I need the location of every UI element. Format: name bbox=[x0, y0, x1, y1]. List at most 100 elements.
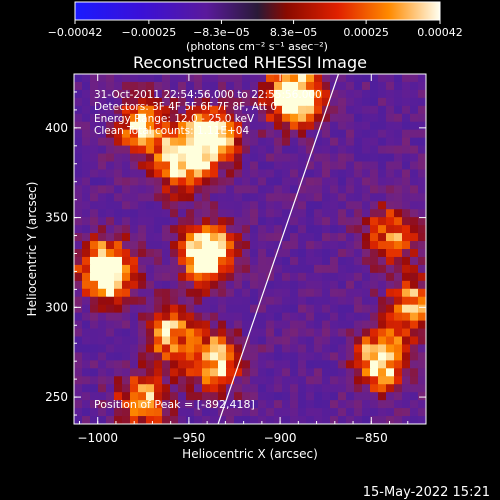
heatmap-cell bbox=[386, 392, 395, 401]
heatmap-cell bbox=[194, 145, 203, 155]
heatmap-cell bbox=[282, 209, 291, 218]
heatmap-cell bbox=[242, 384, 251, 393]
heatmap-cell bbox=[90, 384, 99, 393]
heatmap-cell bbox=[194, 336, 203, 346]
heatmap-cell bbox=[242, 81, 251, 91]
heatmap-cell bbox=[90, 320, 99, 330]
heatmap-cell bbox=[194, 320, 203, 330]
heatmap-cell bbox=[90, 272, 99, 282]
heatmap-cell bbox=[98, 113, 107, 123]
heatmap-cell bbox=[258, 105, 267, 115]
heatmap-cell bbox=[170, 137, 179, 147]
heatmap-cell bbox=[418, 312, 426, 322]
heatmap-cell bbox=[394, 296, 403, 306]
heatmap-cell bbox=[234, 384, 243, 393]
heatmap-cell bbox=[186, 256, 195, 266]
heatmap-cell bbox=[170, 113, 179, 123]
heatmap-cell bbox=[266, 408, 275, 417]
heatmap-cell bbox=[170, 296, 179, 306]
heatmap-cell bbox=[362, 328, 371, 338]
heatmap-cell bbox=[130, 256, 139, 266]
heatmap-cell bbox=[170, 336, 179, 346]
heatmap-cell bbox=[178, 288, 187, 298]
heatmap-cell bbox=[338, 304, 347, 314]
heatmap-cell bbox=[154, 129, 163, 139]
heatmap-cell bbox=[74, 185, 83, 194]
heatmap-cell bbox=[418, 408, 426, 417]
heatmap-cell bbox=[226, 74, 235, 83]
heatmap-cell bbox=[122, 137, 131, 147]
heatmap-cell bbox=[378, 81, 387, 91]
heatmap-cell bbox=[226, 249, 235, 258]
heatmap-cell bbox=[394, 408, 403, 417]
heatmap-cell bbox=[106, 177, 115, 186]
heatmap-cell bbox=[138, 416, 147, 424]
heatmap-cell bbox=[106, 153, 115, 163]
heatmap-cell bbox=[402, 217, 411, 226]
heatmap-cell bbox=[298, 145, 307, 155]
heatmap-cell bbox=[138, 177, 147, 186]
heatmap-cell bbox=[106, 400, 115, 409]
heatmap-cell bbox=[314, 201, 323, 210]
heatmap-cell bbox=[370, 249, 379, 258]
heatmap-cell bbox=[370, 304, 379, 314]
heatmap-cell bbox=[218, 81, 227, 91]
heatmap-cell bbox=[138, 400, 147, 409]
heatmap-cell bbox=[114, 161, 123, 171]
heatmap-cell bbox=[218, 209, 227, 218]
heatmap-cell bbox=[218, 384, 227, 393]
heatmap-cell bbox=[402, 296, 411, 306]
heatmap-cell bbox=[90, 89, 99, 99]
heatmap-cell bbox=[330, 74, 339, 83]
heatmap-cell bbox=[274, 392, 283, 401]
heatmap-cell bbox=[306, 201, 315, 210]
heatmap-cell bbox=[130, 113, 139, 123]
heatmap-cell bbox=[410, 272, 419, 282]
heatmap-cell bbox=[282, 400, 291, 409]
heatmap-cell bbox=[130, 288, 139, 298]
heatmap-cell bbox=[386, 137, 395, 147]
heatmap-cell bbox=[146, 209, 155, 218]
heatmap-cell bbox=[106, 113, 115, 123]
heatmap-cell bbox=[186, 233, 195, 242]
heatmap-cell bbox=[330, 352, 339, 361]
heatmap-cell bbox=[210, 161, 219, 171]
heatmap-cell bbox=[402, 201, 411, 210]
heatmap-cell bbox=[266, 145, 275, 155]
heatmap-cell bbox=[298, 360, 307, 369]
heatmap-cell bbox=[338, 233, 347, 242]
heatmap-cell bbox=[186, 296, 195, 306]
heatmap-cell bbox=[306, 416, 315, 424]
heatmap-cell bbox=[282, 121, 291, 131]
heatmap-cell bbox=[362, 233, 371, 242]
heatmap-cell bbox=[122, 161, 131, 171]
heatmap-cell bbox=[386, 328, 395, 338]
heatmap-cell bbox=[186, 392, 195, 401]
heatmap-cell bbox=[378, 129, 387, 139]
heatmap-cell bbox=[122, 280, 131, 290]
heatmap-cell bbox=[226, 336, 235, 346]
colorbar bbox=[74, 1, 441, 21]
heatmap-cell bbox=[322, 320, 331, 330]
heatmap-cell bbox=[234, 169, 243, 178]
heatmap-cell bbox=[322, 264, 331, 274]
heatmap-cell bbox=[378, 209, 387, 218]
heatmap-cell bbox=[74, 177, 83, 186]
heatmap-cell bbox=[418, 153, 426, 163]
heatmap-cell bbox=[106, 288, 115, 298]
heatmap-cell bbox=[330, 408, 339, 417]
heatmap-cell bbox=[162, 89, 171, 99]
heatmap-cell bbox=[402, 280, 411, 290]
heatmap-cell bbox=[354, 161, 363, 171]
heatmap-cell bbox=[242, 249, 251, 258]
heatmap-cell bbox=[194, 217, 203, 226]
heatmap-cell bbox=[250, 360, 259, 369]
heatmap-cell bbox=[410, 280, 419, 290]
heatmap-cell bbox=[210, 336, 219, 346]
heatmap-cell bbox=[370, 153, 379, 163]
heatmap-cell bbox=[98, 288, 107, 298]
heatmap-cell bbox=[242, 408, 251, 417]
heatmap-cell bbox=[290, 137, 299, 147]
heatmap-cell bbox=[378, 137, 387, 147]
